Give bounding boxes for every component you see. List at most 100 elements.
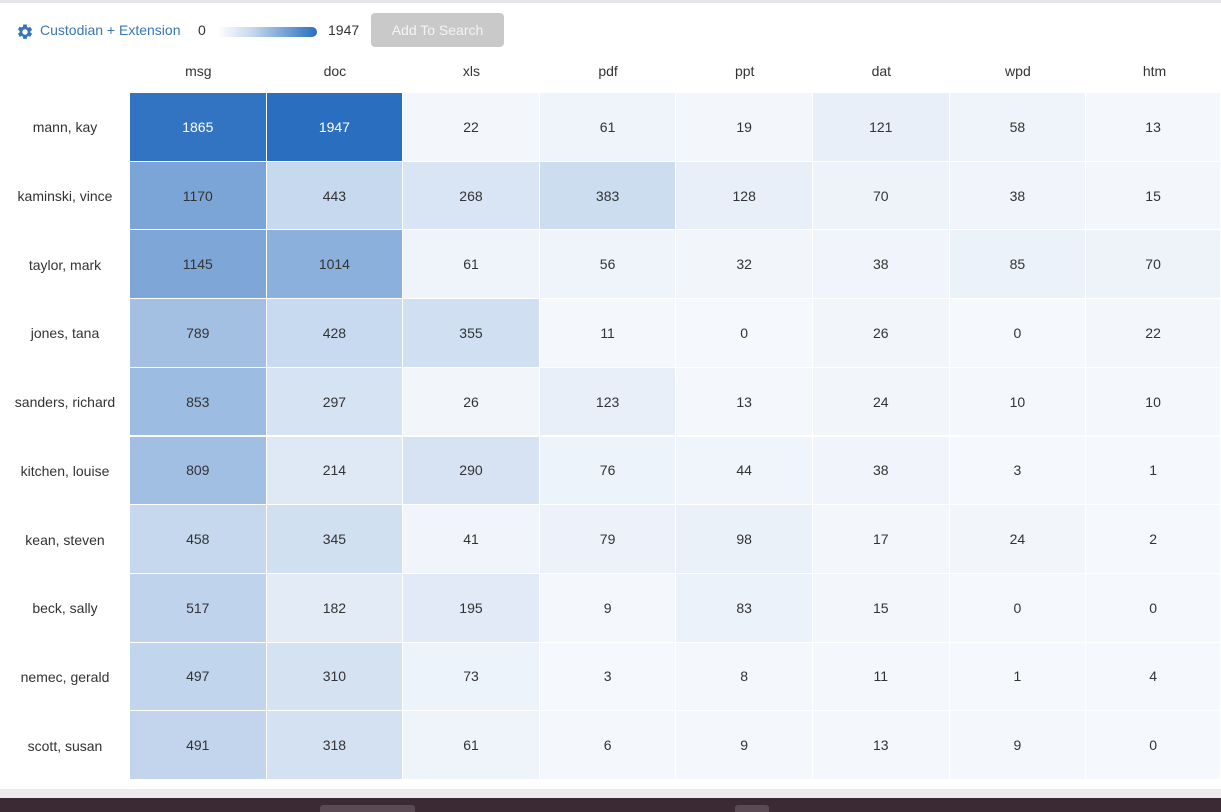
heatmap-cell[interactable]: 1: [949, 642, 1087, 712]
heatmap-cell[interactable]: 13: [813, 711, 950, 780]
heatmap-cell[interactable]: 318: [266, 711, 404, 780]
heatmap-cell[interactable]: 79: [539, 505, 677, 574]
heatmap-cell[interactable]: 24: [949, 505, 1087, 574]
add-to-search-button[interactable]: Add To Search: [371, 13, 504, 47]
row-header[interactable]: scott, susan: [27, 737, 103, 754]
heatmap-cell[interactable]: 0: [1086, 711, 1221, 780]
heatmap-cell[interactable]: 1865: [130, 93, 267, 162]
heatmap-cell[interactable]: 26: [813, 299, 950, 368]
heatmap-cell[interactable]: 61: [403, 711, 540, 780]
column-header-doc[interactable]: doc: [323, 63, 347, 79]
heatmap-cell[interactable]: 121: [813, 93, 950, 162]
heatmap-cell[interactable]: 32: [676, 230, 813, 300]
heatmap-cell[interactable]: 15: [813, 573, 950, 643]
heatmap-cell[interactable]: 809: [130, 436, 267, 506]
heatmap-cell[interactable]: 11: [813, 642, 950, 712]
heatmap-cell[interactable]: 26: [403, 367, 540, 437]
heatmap-cell[interactable]: 2: [1086, 505, 1221, 574]
heatmap-cell[interactable]: 517: [130, 573, 267, 643]
heatmap-cell[interactable]: 38: [949, 161, 1087, 231]
column-header-htm[interactable]: htm: [1142, 63, 1167, 79]
heatmap-cell[interactable]: 38: [813, 230, 950, 300]
heatmap-cell[interactable]: 0: [1086, 573, 1221, 643]
column-header-ppt[interactable]: ppt: [734, 63, 755, 79]
heatmap-cell[interactable]: 182: [266, 573, 404, 643]
heatmap-cell[interactable]: 19: [676, 93, 813, 162]
heatmap-cell[interactable]: 22: [403, 93, 540, 162]
gear-icon[interactable]: [14, 21, 36, 43]
heatmap-cell[interactable]: 0: [949, 573, 1087, 643]
row-header[interactable]: beck, sally: [32, 600, 98, 617]
row-header[interactable]: jones, tana: [30, 325, 100, 342]
heatmap-cell[interactable]: 9: [949, 711, 1087, 780]
heatmap-cell[interactable]: 56: [539, 230, 677, 300]
group-by-label[interactable]: Custodian + Extension: [40, 22, 181, 38]
heatmap-cell[interactable]: 73: [403, 642, 540, 712]
heatmap-cell[interactable]: 70: [1086, 230, 1221, 300]
heatmap-cell[interactable]: 1170: [130, 161, 267, 231]
heatmap-cell[interactable]: 4: [1086, 642, 1221, 712]
heatmap-cell[interactable]: 83: [676, 573, 813, 643]
heatmap-cell[interactable]: 458: [130, 505, 267, 574]
heatmap-cell[interactable]: 41: [403, 505, 540, 574]
heatmap-cell[interactable]: 268: [403, 161, 540, 231]
heatmap-cell[interactable]: 13: [676, 367, 813, 437]
heatmap-cell[interactable]: 9: [539, 573, 677, 643]
heatmap-cell[interactable]: 214: [266, 436, 404, 506]
row-header[interactable]: kean, steven: [25, 531, 105, 548]
heatmap-cell[interactable]: 61: [403, 230, 540, 300]
column-header-msg[interactable]: msg: [185, 63, 212, 79]
heatmap-cell[interactable]: 383: [539, 161, 677, 231]
heatmap-cell[interactable]: 1014: [266, 230, 404, 300]
heatmap-cell[interactable]: 8: [676, 642, 813, 712]
heatmap-cell[interactable]: 58: [949, 93, 1087, 162]
heatmap-cell[interactable]: 428: [266, 299, 404, 368]
row-header[interactable]: mann, kay: [32, 119, 98, 136]
heatmap-cell[interactable]: 6: [539, 711, 677, 780]
heatmap-cell[interactable]: 297: [266, 367, 404, 437]
heatmap-cell[interactable]: 76: [539, 436, 677, 506]
row-header[interactable]: nemec, gerald: [20, 668, 110, 685]
heatmap-cell[interactable]: 1: [1086, 436, 1221, 506]
row-header[interactable]: sanders, richard: [14, 394, 116, 411]
heatmap-cell[interactable]: 24: [813, 367, 950, 437]
heatmap-cell[interactable]: 345: [266, 505, 404, 574]
column-header-wpd[interactable]: wpd: [1005, 63, 1031, 79]
heatmap-cell[interactable]: 98: [676, 505, 813, 574]
heatmap-cell[interactable]: 443: [266, 161, 404, 231]
column-header-pdf[interactable]: pdf: [598, 63, 618, 79]
row-header[interactable]: taylor, mark: [28, 256, 102, 273]
heatmap-cell[interactable]: 17: [813, 505, 950, 574]
row-header[interactable]: kaminski, vince: [17, 188, 113, 205]
heatmap-cell[interactable]: 0: [949, 299, 1087, 368]
heatmap-cell[interactable]: 497: [130, 642, 267, 712]
heatmap-cell[interactable]: 3: [949, 436, 1087, 506]
heatmap-cell[interactable]: 491: [130, 711, 267, 780]
column-header-dat[interactable]: dat: [871, 63, 892, 79]
heatmap-cell[interactable]: 355: [403, 299, 540, 368]
heatmap-cell[interactable]: 0: [676, 299, 813, 368]
heatmap-cell[interactable]: 22: [1086, 299, 1221, 368]
heatmap-cell[interactable]: 10: [949, 367, 1087, 437]
row-header[interactable]: kitchen, louise: [20, 462, 110, 479]
heatmap-cell[interactable]: 70: [813, 161, 950, 231]
heatmap-cell[interactable]: 310: [266, 642, 404, 712]
heatmap-cell[interactable]: 61: [539, 93, 677, 162]
heatmap-cell[interactable]: 1145: [130, 230, 267, 300]
heatmap-cell[interactable]: 44: [676, 436, 813, 506]
heatmap-cell[interactable]: 3: [539, 642, 677, 712]
taskbar-item[interactable]: [320, 805, 415, 812]
heatmap-cell[interactable]: 1947: [266, 93, 404, 162]
heatmap-cell[interactable]: 15: [1086, 161, 1221, 231]
heatmap-cell[interactable]: 195: [403, 573, 540, 643]
heatmap-cell[interactable]: 789: [130, 299, 267, 368]
column-header-xls[interactable]: xls: [462, 63, 481, 79]
heatmap-cell[interactable]: 123: [539, 367, 677, 437]
heatmap-cell[interactable]: 38: [813, 436, 950, 506]
heatmap-cell[interactable]: 290: [403, 436, 540, 506]
heatmap-cell[interactable]: 128: [676, 161, 813, 231]
heatmap-cell[interactable]: 853: [130, 367, 267, 437]
heatmap-cell[interactable]: 9: [676, 711, 813, 780]
heatmap-cell[interactable]: 11: [539, 299, 677, 368]
heatmap-cell[interactable]: 13: [1086, 93, 1221, 162]
